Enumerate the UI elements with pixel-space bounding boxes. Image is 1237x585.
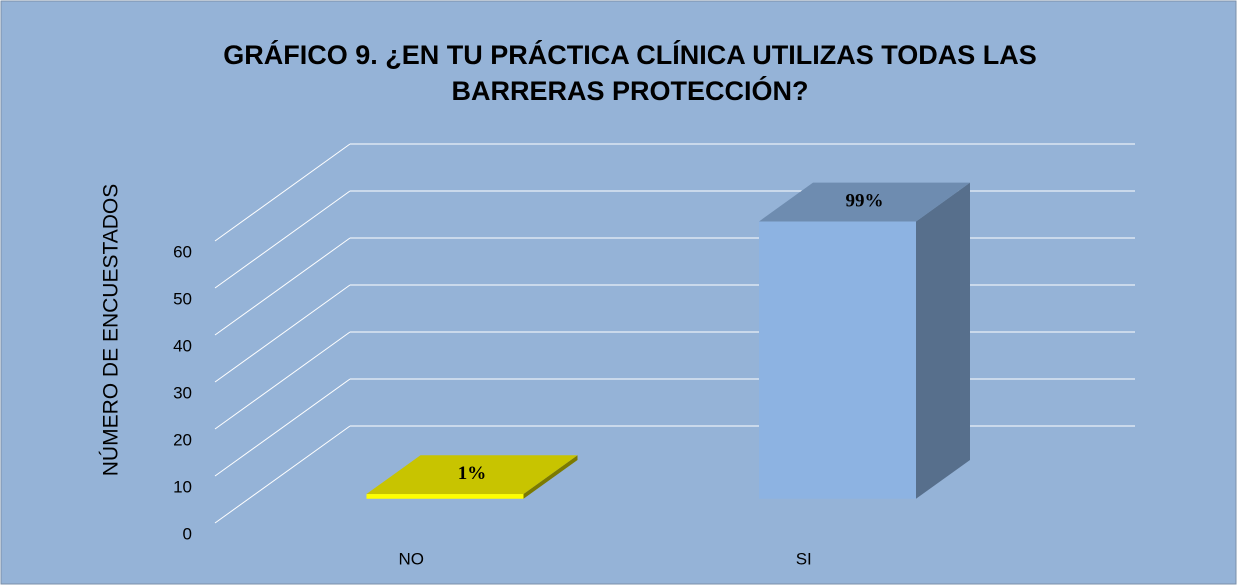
y-axis-label: NÚMERO DE ENCUESTADOS (100, 184, 123, 476)
y-tick-label: 30 (173, 383, 192, 402)
value-label: 1% (458, 463, 487, 484)
y-tick-label: 60 (173, 242, 192, 261)
y-tick-label: 50 (173, 289, 192, 308)
x-tick-label: SI (796, 549, 812, 568)
chart-title: GRÁFICO 9. ¿EN TU PRÁCTICA CLÍNICA UTILI… (223, 39, 1037, 106)
bar (759, 221, 916, 499)
grid-line (214, 425, 351, 524)
value-label: 99% (846, 190, 884, 211)
x-tick-label: NO (399, 549, 425, 568)
grid-line (214, 237, 351, 336)
y-tick-label: 20 (173, 430, 192, 449)
bar-top (759, 182, 970, 222)
bar-top (366, 455, 578, 495)
grid-line (214, 190, 351, 289)
y-tick-label: 0 (183, 524, 192, 543)
y-tick-label: 40 (173, 336, 192, 355)
title-line: GRÁFICO 9. ¿EN TU PRÁCTICA CLÍNICA UTILI… (223, 39, 1037, 70)
y-tick-label: 10 (173, 477, 192, 496)
bar-side (523, 455, 578, 499)
grid-line (214, 284, 351, 383)
bar (366, 494, 524, 499)
bar-side (916, 182, 970, 499)
grid-line (214, 378, 351, 477)
grid-line (214, 143, 351, 242)
title-line: BARRERAS PROTECCIÓN? (451, 75, 808, 106)
grid-line (214, 331, 351, 430)
